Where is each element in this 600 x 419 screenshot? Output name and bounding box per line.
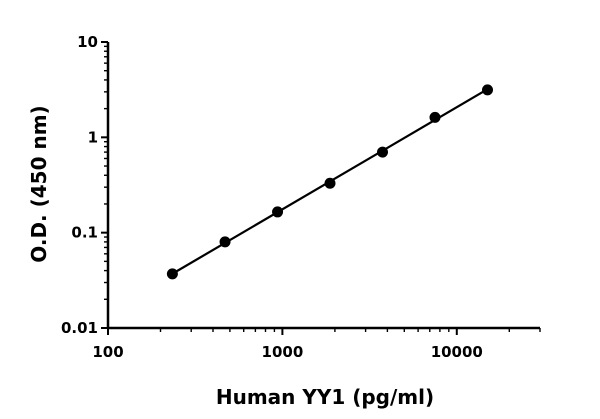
ticks xyxy=(101,41,541,335)
data-point xyxy=(219,236,231,248)
x-axis-title: Human YY1 (pg/ml) xyxy=(216,385,434,409)
data-point xyxy=(482,84,494,96)
data-point xyxy=(377,146,389,158)
axes xyxy=(106,42,540,330)
x-tick-label: 1000 xyxy=(262,343,304,361)
data-point xyxy=(166,268,178,280)
data-points xyxy=(166,84,494,280)
y-tick-label: 0.01 xyxy=(61,319,98,337)
y-axis-title: O.D. (450 nm) xyxy=(27,105,51,262)
data-point xyxy=(429,111,441,123)
tick-labels: 100 1000 10000 0.01 0.1 1 10 xyxy=(61,33,483,361)
x-tick-label: 100 xyxy=(92,343,123,361)
y-tick-label: 1 xyxy=(88,128,98,146)
y-tick-label: 0.1 xyxy=(71,224,98,242)
data-point xyxy=(324,177,336,189)
data-point xyxy=(272,206,284,218)
x-tick-label: 10000 xyxy=(431,343,483,361)
y-tick-label: 10 xyxy=(77,33,98,51)
